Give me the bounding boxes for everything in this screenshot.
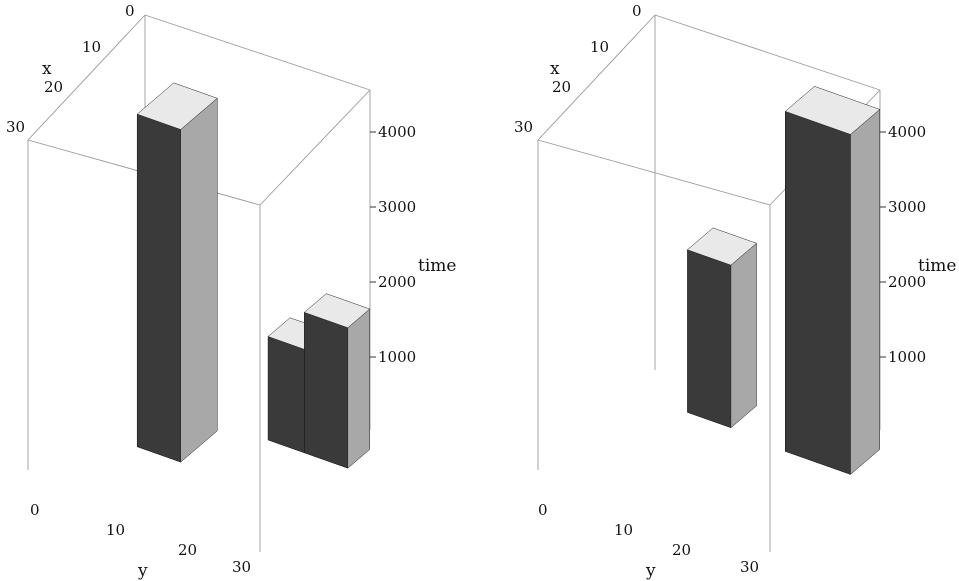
column-0-front — [136, 113, 181, 463]
left-panel: 0 10 20 30 x 0 10 20 30 y 1000 2000 3000… — [6, 2, 456, 581]
left-y-tick-30: 30 — [232, 558, 251, 576]
left-time-axis-label: time — [418, 256, 456, 276]
right-x-tick-30: 30 — [514, 118, 533, 136]
right-y-axis-label: y — [645, 561, 656, 581]
right-x-axis-label: x — [550, 59, 560, 79]
left-y-tick-0: 0 — [30, 501, 40, 519]
left-y-tick-20: 20 — [178, 541, 197, 559]
right-panel: 0 10 20 30 x 0 10 20 30 y 1000 2000 3000… — [514, 2, 956, 581]
right-x-tick-0: 0 — [632, 2, 642, 20]
right-x-tick-20: 20 — [552, 78, 571, 96]
left-time-tick-3000: 3000 — [378, 198, 416, 216]
column-0-top — [136, 82, 218, 130]
right-y-tick-10: 10 — [614, 521, 633, 539]
left-voxels — [136, 82, 371, 469]
left-y-axis-label: y — [137, 561, 148, 581]
left-y-tick-10: 10 — [106, 521, 125, 539]
column-0-top — [686, 227, 757, 266]
right-y-tick-20: 20 — [672, 541, 691, 559]
right-time-tick-2000: 2000 — [888, 273, 926, 291]
column-2-top — [303, 293, 371, 329]
right-voxels — [686, 86, 881, 475]
column-2-front — [304, 312, 349, 469]
column-0-side — [180, 97, 218, 463]
column-2-side — [347, 308, 370, 469]
right-time-axis-label: time — [918, 256, 956, 276]
right-time-tick-3000: 3000 — [888, 198, 926, 216]
column-0-side — [730, 242, 757, 429]
left-x-tick-10: 10 — [82, 38, 101, 56]
right-y-tick-0: 0 — [538, 501, 548, 519]
left-time-tick-4000: 4000 — [378, 123, 416, 141]
left-x-tick-30: 30 — [6, 118, 25, 136]
right-time-tick-1000: 1000 — [888, 348, 926, 366]
left-x-tick-0: 0 — [125, 2, 135, 20]
column-1-top — [784, 86, 881, 135]
left-x-tick-20: 20 — [44, 78, 63, 96]
column-1-front — [267, 336, 305, 454]
left-x-axis-label: x — [42, 59, 52, 79]
right-time-tick-4000: 4000 — [888, 123, 926, 141]
column-1-side — [850, 108, 880, 475]
right-x-tick-10: 10 — [590, 38, 609, 56]
left-time-tick-2000: 2000 — [378, 273, 416, 291]
left-time-tick-1000: 1000 — [378, 348, 416, 366]
right-y-tick-30: 30 — [740, 558, 759, 576]
column-0-front — [687, 249, 732, 429]
column-1-front — [785, 111, 851, 475]
